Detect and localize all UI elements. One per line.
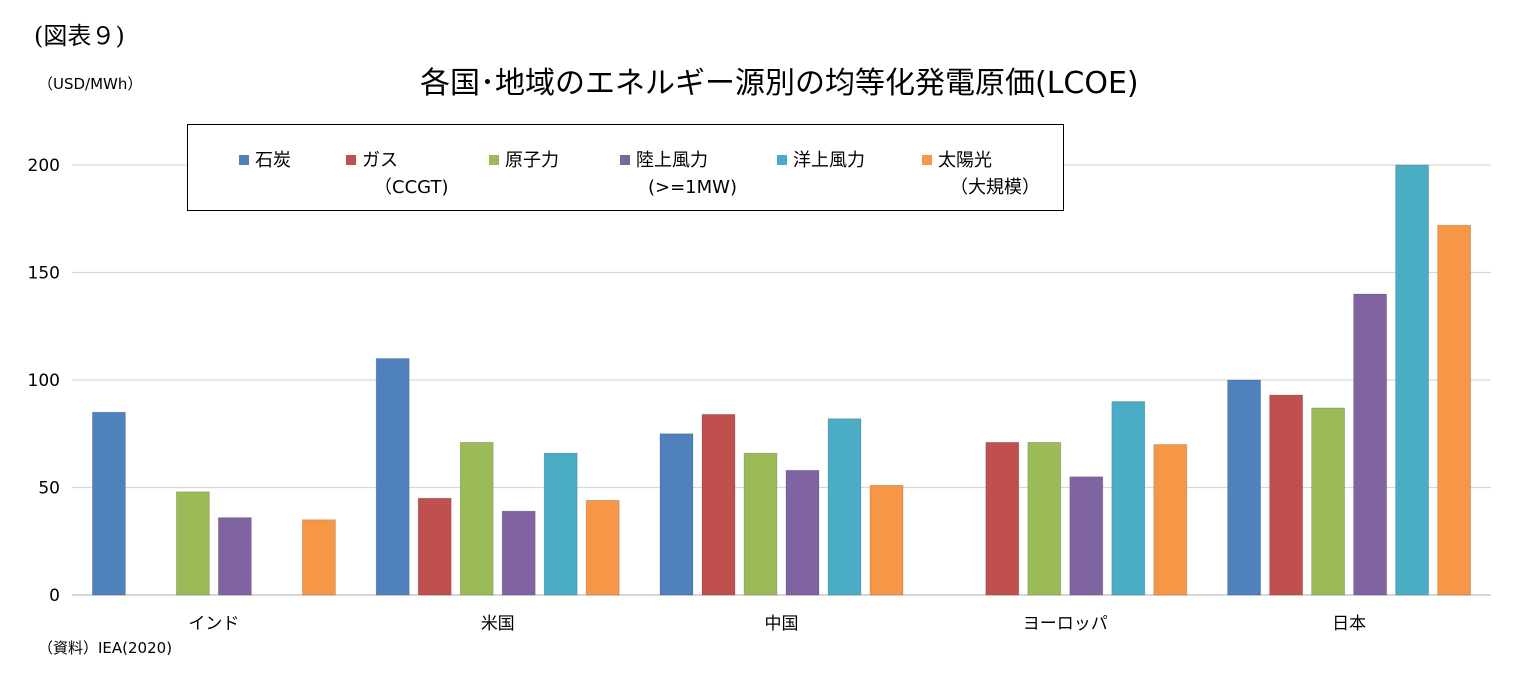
bar-4-0 bbox=[1227, 379, 1261, 596]
bar-0-3 bbox=[217, 517, 252, 596]
bar-1-0 bbox=[375, 358, 410, 596]
y-axis-ticks: 0 50 100 150 200 bbox=[28, 156, 60, 606]
legend-label-gas: ガス bbox=[362, 150, 398, 171]
figure-label: (図表９) bbox=[34, 22, 125, 50]
bar-2-3 bbox=[785, 469, 820, 596]
legend-sublabel-onshore-wind: (>=1MW) bbox=[648, 177, 737, 198]
bar-0-5 bbox=[301, 519, 336, 596]
bar-1-4 bbox=[543, 452, 578, 596]
legend-sublabel-gas: （CCGT) bbox=[374, 177, 449, 198]
x-tick-label: インド bbox=[188, 614, 239, 634]
legend-swatch-gas bbox=[346, 155, 356, 165]
y-tick-label: 0 bbox=[49, 586, 60, 606]
bar-4-4 bbox=[1395, 164, 1429, 596]
legend-label-nuclear: 原子力 bbox=[505, 150, 559, 171]
legend-swatch-onshore-wind bbox=[620, 155, 630, 165]
bar-1-2 bbox=[459, 441, 494, 596]
bar-1-3 bbox=[501, 510, 536, 596]
bar-4-3 bbox=[1353, 293, 1387, 596]
x-tick-label: 米国 bbox=[481, 614, 515, 634]
source-note: （資料）IEA(2020) bbox=[38, 639, 173, 657]
bar-1-1 bbox=[417, 497, 452, 596]
bar-3-2 bbox=[1027, 441, 1062, 596]
legend-label-coal: 石炭 bbox=[255, 150, 291, 171]
y-tick-label: 150 bbox=[28, 264, 60, 284]
y-tick-label: 100 bbox=[28, 371, 60, 391]
legend-swatch-coal bbox=[239, 155, 249, 165]
y-tick-label: 200 bbox=[28, 156, 60, 176]
legend: 石炭 ガス （CCGT) 原子力 陸上風力 (>=1MW) 洋上風力 太陽光 （大規模… bbox=[187, 124, 1064, 211]
bar-2-4 bbox=[827, 418, 862, 596]
bar-0-2 bbox=[175, 491, 210, 596]
legend-label-onshore-wind: 陸上風力 bbox=[636, 150, 708, 171]
bar-3-4 bbox=[1111, 401, 1146, 596]
bar-3-3 bbox=[1069, 476, 1104, 596]
bar-0-0 bbox=[92, 411, 126, 596]
legend-swatch-offshore-wind bbox=[777, 155, 787, 165]
bar-1-5 bbox=[585, 499, 620, 596]
bar-3-5 bbox=[1153, 444, 1188, 596]
legend-swatch-nuclear bbox=[489, 155, 499, 165]
bar-4-1 bbox=[1269, 394, 1303, 596]
x-tick-label: 中国 bbox=[765, 614, 799, 634]
bar-2-5 bbox=[869, 484, 904, 596]
bar-2-2 bbox=[743, 452, 778, 596]
x-axis-ticks: インド 米国 中国 ヨーロッパ 日本 bbox=[188, 614, 1366, 634]
legend-label-offshore-wind: 洋上風力 bbox=[793, 150, 865, 171]
x-tick-label: 日本 bbox=[1332, 614, 1366, 634]
bars bbox=[92, 164, 1471, 596]
bar-2-1 bbox=[701, 413, 736, 596]
bar-4-2 bbox=[1311, 407, 1345, 596]
y-axis-unit-label: （USD/MWh） bbox=[38, 75, 143, 93]
legend-label-solar: 太陽光 bbox=[938, 150, 992, 171]
bar-3-1 bbox=[985, 441, 1020, 596]
bar-2-0 bbox=[659, 433, 694, 596]
bar-4-5 bbox=[1437, 224, 1471, 596]
legend-swatch-solar bbox=[922, 155, 932, 165]
chart-title: 各国･地域のエネルギー源別の均等化発電原価(LCOE) bbox=[420, 66, 1139, 101]
x-tick-label: ヨーロッパ bbox=[1023, 614, 1108, 634]
y-tick-label: 50 bbox=[38, 479, 60, 499]
legend-sublabel-solar: （大規模） bbox=[950, 177, 1040, 198]
